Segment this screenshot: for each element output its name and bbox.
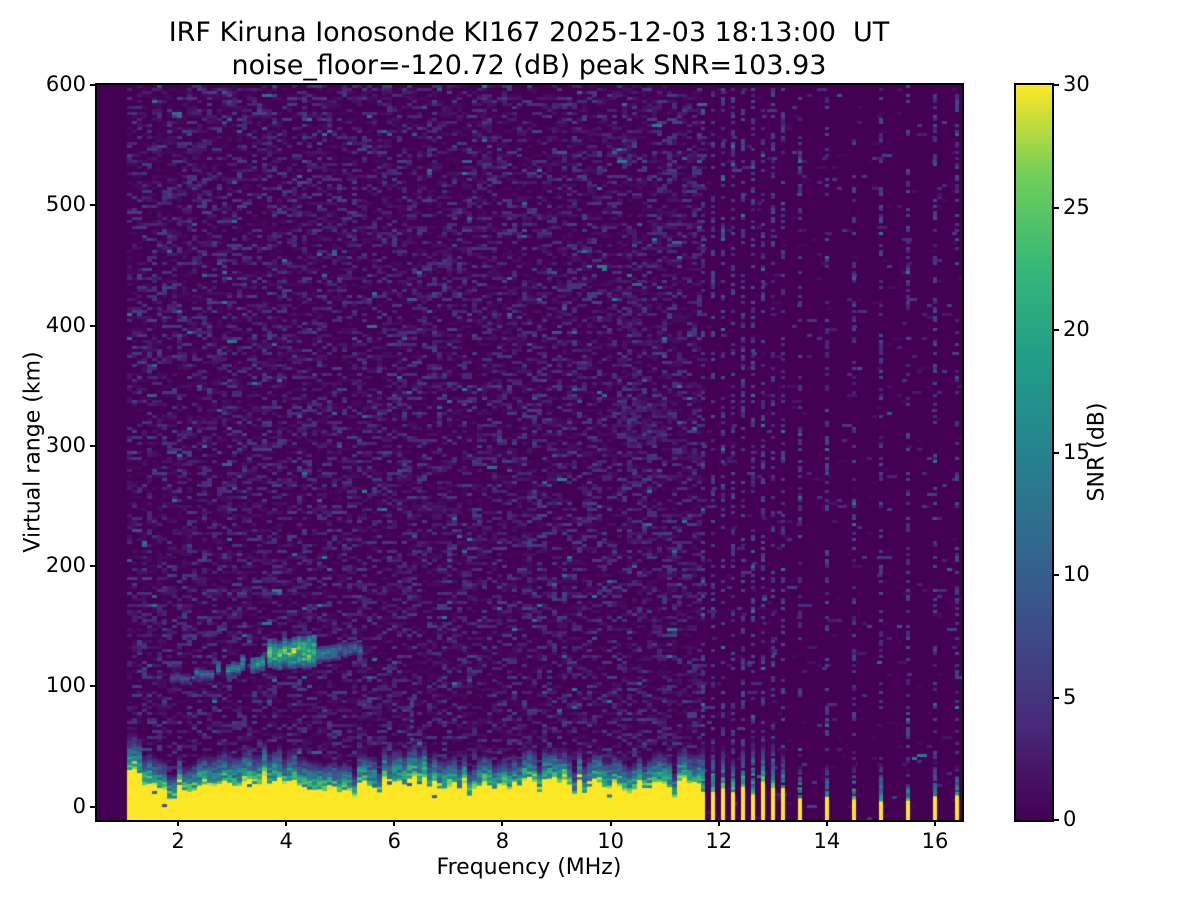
ionogram-heatmap-canvas [97,85,962,820]
y-tick-mark [90,84,95,86]
colorbar-tick-mark [1054,329,1059,331]
y-tick-label: 600 [45,72,86,96]
x-tick-mark [825,821,828,826]
y-tick-mark [90,805,95,808]
x-tick-mark [609,821,612,826]
colorbar-tick-mark [1054,84,1059,86]
colorbar-tick-label: 20 [1063,317,1090,341]
x-tick-mark [285,821,288,826]
y-tick-mark [90,324,95,327]
colorbar [1014,83,1054,822]
colorbar-tick-label: 5 [1063,684,1077,709]
y-tick-label: 100 [45,673,86,698]
x-tick-mark [717,821,720,826]
y-tick-label: 300 [45,432,86,457]
x-tick-label: 14 [813,829,841,853]
x-tick-label: 2 [171,829,185,853]
y-tick-label: 200 [45,553,86,578]
plot-title-line2: noise_floor=-120.72 (dB) peak SNR=103.93 [231,50,827,81]
y-tick-label: 500 [45,192,86,217]
colorbar-tick-label: 0 [1063,807,1077,831]
colorbar-tick-mark [1054,696,1059,699]
y-tick-mark [90,444,95,447]
colorbar-gradient [1016,85,1052,820]
plot-area [95,83,964,822]
plot-title-line1: IRF Kiruna Ionosonde KI167 2025-12-03 18… [168,17,890,48]
x-tick-label: 16 [921,829,949,853]
y-tick-mark [90,565,95,568]
x-tick-mark [501,821,504,826]
x-tick-label: 8 [495,829,510,853]
y-tick-label: 400 [45,312,86,337]
y-tick-mark [90,685,95,688]
colorbar-tick-label: 10 [1063,562,1090,586]
x-tick-mark [393,821,396,826]
y-tick-mark [90,204,95,207]
y-tick-label: 0 [72,793,86,818]
x-tick-label: 10 [597,829,624,853]
colorbar-tick-mark [1054,574,1059,576]
x-tick-mark [177,821,180,826]
colorbar-tick-label: 25 [1063,194,1090,219]
colorbar-tick-mark [1054,451,1059,454]
colorbar-tick-mark [1054,206,1059,209]
colorbar-tick-label: 15 [1063,439,1090,464]
x-tick-label: 4 [279,829,293,853]
x-axis-label: Frequency (MHz) [436,855,622,880]
colorbar-tick-mark [1054,819,1059,821]
x-tick-label: 12 [705,829,733,853]
x-tick-mark [933,821,936,826]
colorbar-tick-label: 30 [1063,72,1090,96]
x-tick-label: 6 [387,829,402,853]
